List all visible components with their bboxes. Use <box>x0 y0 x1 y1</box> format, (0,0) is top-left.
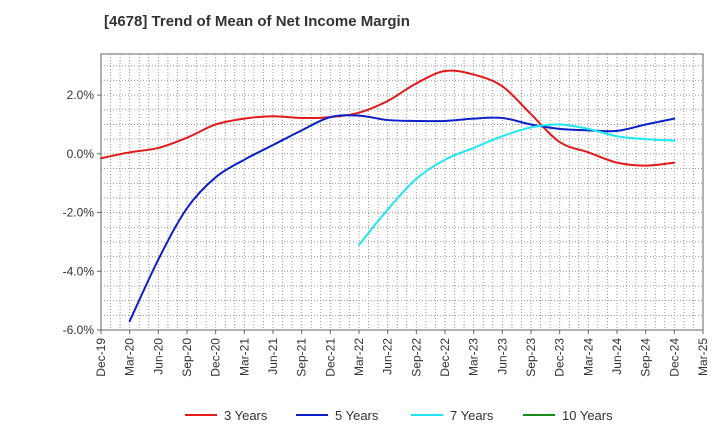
x-tick-label: Jun-24 <box>610 338 624 375</box>
x-tick-label: Mar-21 <box>237 338 251 376</box>
x-tick-label: Dec-23 <box>553 338 567 377</box>
x-tick-label: Sep-20 <box>180 338 194 377</box>
x-tick-label: Mar-24 <box>581 338 595 376</box>
series-line-5-years <box>128 114 676 323</box>
x-tick-label: Jun-20 <box>151 338 165 375</box>
y-tick-label: 0.0% <box>67 147 95 161</box>
series-line-7-years <box>358 123 676 246</box>
x-tick-label: Mar-23 <box>467 338 481 376</box>
x-tick-label: Mar-22 <box>352 338 366 376</box>
x-tick-label: Dec-19 <box>94 338 108 377</box>
y-tick-label: 2.0% <box>67 88 95 102</box>
x-tick-label: Dec-22 <box>438 338 452 377</box>
legend-label: 3 Years <box>224 408 268 423</box>
legend-label: 5 Years <box>335 408 379 423</box>
x-tick-label: Dec-24 <box>667 338 681 377</box>
x-tick-label: Jun-23 <box>495 338 509 375</box>
x-tick-label: Sep-21 <box>295 338 309 377</box>
series-lines <box>100 69 676 323</box>
legend: 3 Years 5 Years 7 Years 10 Years <box>185 408 613 423</box>
x-tick-label: Sep-24 <box>639 338 653 377</box>
plot-frame <box>100 53 704 331</box>
x-tick-label: Mar-25 <box>696 338 710 376</box>
y-tick-label: -2.0% <box>63 206 95 220</box>
legend-label: 10 Years <box>562 408 613 423</box>
y-tick-label: -4.0% <box>63 264 95 278</box>
chart-title: [4678] Trend of Mean of Net Income Margi… <box>104 13 410 30</box>
x-tick-label: Jun-21 <box>266 338 280 375</box>
series-line-3-years <box>100 69 676 167</box>
x-tick-label: Sep-22 <box>409 338 423 377</box>
legend-label: 7 Years <box>450 408 494 423</box>
y-tick-label: -6.0% <box>63 323 95 337</box>
x-tick-label: Dec-21 <box>323 338 337 377</box>
grid <box>101 54 703 331</box>
x-tick-label: Mar-20 <box>123 338 137 376</box>
axes: 2.0% 0.0% -2.0% -4.0% -6.0%Dec-19 Mar-20 Jun-2… <box>63 53 710 377</box>
x-tick-label: Jun-22 <box>381 338 395 375</box>
x-tick-label: Sep-23 <box>524 338 538 377</box>
x-tick-label: Dec-20 <box>209 338 223 377</box>
